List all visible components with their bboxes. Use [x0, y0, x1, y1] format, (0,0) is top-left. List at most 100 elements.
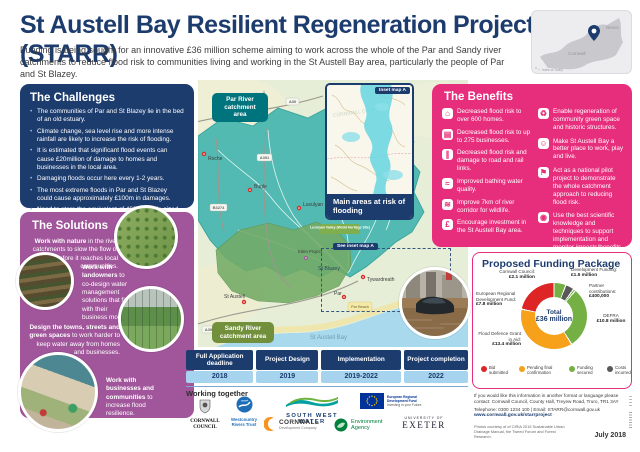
wrt-circle-icon: [236, 396, 252, 413]
benefit-item: ⚑ Act as a national pilot project to demo…: [538, 167, 626, 206]
slice-amount: £10.8 million: [596, 318, 626, 324]
road-b3274-label: B3274: [213, 205, 226, 210]
benefit-item: ◉ Use the best scientific knowledge and t…: [538, 212, 626, 251]
eu-flag-icon: [360, 393, 384, 409]
location-pin-icon: [588, 25, 600, 41]
luxulyan-valley-label: Luxulyan Valley (World Heritage Site): [310, 224, 370, 234]
funding-label-erdf: European Regional Development Fund: £7.8 …: [476, 291, 518, 308]
legend-item: Funding secured: [569, 365, 603, 376]
locator-scilly-label: Isles of Scilly: [542, 68, 563, 72]
benefits-right-column: ♻ Enable regeneration of community green …: [538, 108, 626, 252]
logo-westcountry-rivers-trust: Westcountry Rivers Trust: [228, 396, 260, 428]
solution-item: Work with businesses and communities to …: [106, 377, 168, 419]
cornwall-council-text2: COUNCIL: [193, 424, 217, 430]
ea-text2: Agency: [351, 425, 370, 431]
place-markers: Roche Bugle Luxulyan Eden Project St Bla…: [201, 151, 395, 305]
eu-text1: European Regional: [387, 394, 418, 399]
solution-photo-communities: [18, 352, 98, 432]
benefit-item: ♻ Enable regeneration of community green …: [538, 108, 626, 132]
businesses-icon: ▤: [442, 128, 453, 140]
logo-south-west-water: SOUTH WEST WATER: [272, 395, 352, 425]
benefit-item: ∥ Decreased flood risk and damage to road…: [442, 149, 534, 173]
legend-dot-costs: [607, 366, 613, 372]
timeline-col: Project completion 2022: [403, 350, 468, 383]
sww-text: SOUTH WEST WATER: [286, 413, 338, 425]
par-beach-text: Par Beach: [351, 305, 369, 309]
benefits-left-column: ⌂ Decreased flood risk to over 600 homes.…: [442, 108, 534, 235]
cdc-swoosh-icon: [264, 417, 274, 431]
place-par: Par: [334, 291, 342, 297]
slice-amount: £7.8 million: [476, 302, 503, 308]
photo-credit: Photos courtesy of of CIRIA 2015 Sustain…: [474, 424, 565, 440]
slice-name: Flood Defence Grant in Aid:: [478, 331, 521, 342]
solution-photo-nature: [114, 205, 178, 269]
donut-total-label: Total: [546, 309, 562, 316]
timeline-year: 2022: [403, 371, 468, 383]
legend-dot-secured: [569, 366, 575, 372]
logo-cornwall-development-company: CORNWALL Development Company: [264, 417, 334, 431]
timeline-stage: Project completion: [403, 350, 468, 370]
inset-caption: Main areas at risk of flooding: [327, 194, 412, 218]
legend-item: Pending final confirmation: [519, 365, 565, 376]
slice-name: DEFRA: [603, 313, 619, 318]
challenges-panel: The Challenges The communities of Par an…: [20, 84, 194, 230]
logo-cornwall-council: CORNWALL COUNCIL: [188, 398, 222, 430]
benefit-text: Improved bathing water quality.: [457, 178, 523, 193]
funding-label-defra: DEFRA £10.8 million: [593, 313, 629, 325]
bathing-water-icon: ≈: [442, 178, 453, 190]
homes-icon: ⌂: [442, 108, 453, 119]
slice-name: Cornwall Council:: [499, 269, 535, 274]
legend-label: Pending final confirmation: [527, 365, 553, 376]
solution-lead: Work with landowners: [82, 264, 118, 280]
inset-map-graphic: CORNWALL COUNCIL: [327, 85, 412, 195]
road-a390-label: A390: [205, 327, 215, 332]
benefits-title: The Benefits: [444, 91, 514, 103]
benefits-panel: The Benefits ⌂ Decreased flood risk to ov…: [432, 84, 632, 251]
par-catchment-label: Par River catchment area: [212, 93, 268, 122]
slice-amount: £400,000: [589, 294, 610, 300]
logo-environment-agency: Environment Agency: [334, 418, 394, 432]
solution-rest: in the river catchments to slow the flow…: [32, 238, 118, 270]
inset-map-badge: Inset map A: [374, 87, 410, 94]
legend-item: Bid submitted: [481, 365, 515, 376]
working-together-heading: Working together: [186, 389, 248, 398]
funding-donut-center: Total £36 million: [535, 297, 573, 335]
contact-text: If you would like this information in an…: [474, 393, 619, 405]
donut-total-value: £36 million: [535, 316, 573, 323]
challenges-title: The Challenges: [30, 92, 115, 104]
solution-rest: to increase flood resilience.: [106, 393, 153, 418]
footer-divider: [186, 386, 468, 387]
cornwall-locator-map: Devon Cornwall Isles of Scilly: [531, 10, 632, 74]
timeline-stage: Project Design: [256, 350, 319, 370]
legend-item: Costs incurred: [607, 365, 640, 376]
benefit-text: Decreased flood risk to over 600 homes.: [457, 108, 522, 123]
benefit-item: ☺ Make St Austell Bay a better place to w…: [538, 137, 626, 162]
contact-phone-email[interactable]: Telephone: 0300 1234 100 | Email: STARR@…: [474, 406, 600, 412]
see-inset-badge: See inset map A: [333, 243, 378, 250]
place-bugle: Bugle: [254, 184, 267, 190]
solution-photo-streets: [118, 286, 184, 352]
solution-photo-landowners: [16, 252, 74, 310]
investment-icon: £: [442, 219, 453, 231]
road-a391-label: A391: [260, 155, 270, 160]
community-icon: ☺: [538, 137, 549, 149]
slice-name: Development Funding:: [571, 267, 618, 272]
website-link[interactable]: www.cornwall.gov.uk/starrproject: [474, 413, 552, 419]
eu-text3: Investing in your Future: [387, 403, 422, 408]
challenge-item: The communities of Par and St Blazey lie…: [30, 108, 184, 125]
benefit-item: ▤ Decreased flood risk to up to 275 busin…: [442, 128, 534, 145]
benefit-item: £ Encourage investment in the St Austell …: [442, 219, 534, 235]
contact-block: If you would like this information in an…: [474, 393, 626, 439]
slice-name: Partner contributions:: [589, 283, 617, 294]
logo-eu-erdf: European Regional Development Fund Inves…: [360, 393, 432, 409]
benefit-text: Enable regeneration of community green s…: [553, 108, 620, 131]
ea-text1: Environment: [351, 418, 383, 425]
flood-photo: [399, 267, 471, 339]
print-code-mark: [629, 394, 632, 406]
road-a30-label: A30: [289, 99, 297, 104]
cornwall-council-text1: CORNWALL: [190, 419, 220, 424]
place-luxulyan: Luxulyan: [303, 202, 323, 208]
benefit-item: ≋ Improve 7km of river corridor for wildl…: [442, 198, 534, 215]
locator-devon-label: Devon: [606, 25, 620, 30]
benefit-text: Use the best scientific knowledge and te…: [553, 212, 622, 251]
